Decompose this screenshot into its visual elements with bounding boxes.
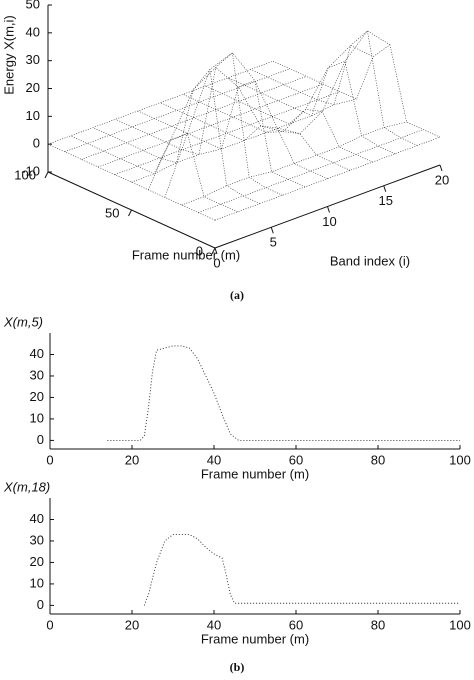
mesh-column — [160, 102, 328, 179]
y-tick-label: 20 — [30, 389, 44, 404]
mesh-column — [182, 94, 351, 171]
x-tick-label: 80 — [371, 452, 385, 467]
y-tick-label: 10 — [322, 214, 336, 229]
x-tick — [128, 209, 132, 217]
x-tick-label: 100 — [449, 617, 471, 632]
y-tick-label: 20 — [435, 172, 449, 187]
y-tick — [439, 164, 443, 172]
z-tick-label: 10 — [26, 108, 40, 123]
mesh-column — [70, 133, 238, 213]
x-tick-label: 40 — [207, 452, 221, 467]
y-tick-label: 0 — [37, 597, 44, 612]
y-tick-label: 40 — [30, 346, 44, 361]
z-tick-label: 30 — [26, 52, 40, 67]
mesh-column — [250, 30, 418, 146]
y-tick-label: 0 — [37, 432, 44, 447]
x-tick-label: 100 — [449, 452, 471, 467]
z-tick-label: -10 — [21, 163, 40, 178]
y-axis-label: X(m,18) — [3, 479, 50, 494]
y-tick — [327, 206, 330, 213]
x-tick-label: 50 — [105, 205, 119, 220]
mesh-column — [92, 68, 261, 204]
x-tick-label: 60 — [289, 452, 303, 467]
data-line — [107, 345, 460, 441]
y-tick-label: 30 — [30, 532, 44, 547]
y-axis-label: Band index (i) — [330, 253, 410, 268]
x-tick-label: 20 — [125, 452, 139, 467]
mesh-row — [131, 98, 357, 183]
caption: (a) — [230, 288, 244, 302]
y-tick-label: 5 — [270, 235, 277, 250]
data-line — [143, 534, 460, 606]
y-tick-label: 15 — [379, 193, 393, 208]
mesh-row — [164, 30, 391, 198]
mesh-row — [181, 121, 407, 206]
x-tick-label: 40 — [207, 617, 221, 632]
mesh-column — [137, 80, 306, 188]
x-axis-label: Frame number (m) — [132, 247, 240, 262]
x-tick — [211, 247, 216, 255]
x-tick-label: 80 — [371, 617, 385, 632]
mesh-column — [227, 60, 396, 155]
x-tick-label: 0 — [46, 452, 53, 467]
z-axis-label: Energy X(m,i) — [1, 15, 16, 94]
caption: (b) — [230, 660, 245, 674]
x-tick-label: 100 — [14, 167, 36, 182]
mesh-column — [47, 143, 216, 221]
y-tick — [383, 185, 387, 192]
y-axis-label: X(m,5) — [3, 314, 43, 329]
y-tick-label: 10 — [30, 410, 44, 425]
x-tick-label: 60 — [289, 617, 303, 632]
mesh-row — [147, 45, 374, 190]
y-tick-label: 40 — [30, 511, 44, 526]
x-tick-label: 0 — [46, 617, 53, 632]
x-tick-label: 20 — [125, 617, 139, 632]
y-tick-label: 20 — [30, 554, 44, 569]
z-tick-label: 50 — [26, 0, 40, 11]
y-tick — [270, 227, 274, 234]
mesh-column — [272, 44, 441, 138]
x-tick-label: 0 — [196, 243, 203, 258]
z-tick-label: 20 — [26, 80, 40, 95]
y-tick-label: 30 — [30, 367, 44, 382]
x-axis-label: Frame number (m) — [201, 631, 309, 646]
z-tick-label: 0 — [33, 136, 40, 151]
y-tick-label: 10 — [30, 575, 44, 590]
x-axis-label: Frame number (m) — [201, 466, 309, 481]
mesh-column — [205, 85, 373, 163]
x-tick — [44, 171, 49, 179]
y-tick — [214, 247, 218, 255]
y-tick-label: 0 — [213, 255, 220, 270]
z-tick-label: 40 — [26, 24, 40, 39]
